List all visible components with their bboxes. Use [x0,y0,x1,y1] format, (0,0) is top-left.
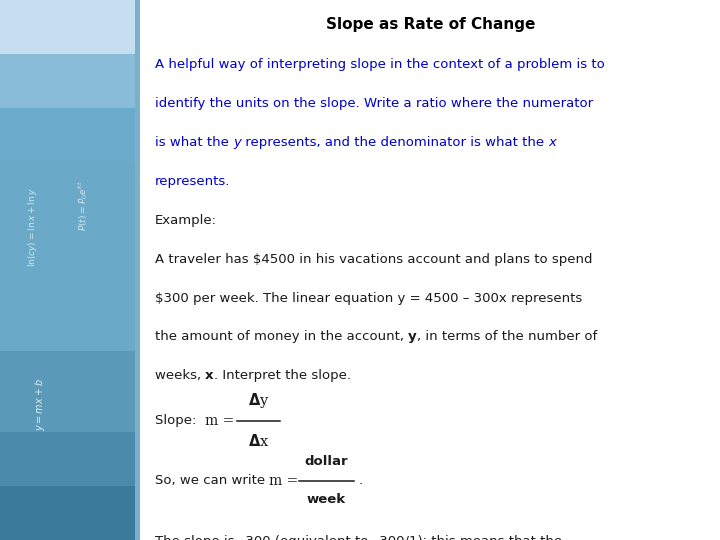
Text: weeks,: weeks, [155,369,205,382]
FancyBboxPatch shape [0,351,140,432]
Text: $\mathbf{\Delta}$y: $\mathbf{\Delta}$y [248,390,269,409]
Text: , in terms of the number of: , in terms of the number of [417,330,597,343]
FancyBboxPatch shape [140,0,720,540]
Text: week: week [307,493,346,506]
Text: dollar: dollar [305,455,348,468]
Text: Example:: Example: [155,214,217,227]
Text: $\mathbf{\Delta}$x: $\mathbf{\Delta}$x [248,433,269,449]
Text: is what the: is what the [155,136,233,149]
Text: Slope:: Slope: [155,414,204,427]
FancyBboxPatch shape [0,162,140,243]
Text: identify the units on the slope. Write a ratio where the numerator: identify the units on the slope. Write a… [155,97,593,110]
Text: $300 per week. The linear equation y = 4500 – 300x represents: $300 per week. The linear equation y = 4… [155,292,582,305]
Text: Slope as Rate of Change: Slope as Rate of Change [325,17,535,32]
Text: The slope is –300 (equivalent to –300/1); this means that the: The slope is –300 (equivalent to –300/1)… [155,535,562,540]
FancyBboxPatch shape [135,0,140,540]
Text: A traveler has $4500 in his vacations account and plans to spend: A traveler has $4500 in his vacations ac… [155,253,593,266]
Text: y: y [233,136,240,149]
Text: $y = mx + b$: $y = mx + b$ [32,379,47,431]
Text: $\ln(cy) = \ln x + \ln y$: $\ln(cy) = \ln x + \ln y$ [26,187,39,267]
Text: $P(t) = P_0 e^{kt}$: $P(t) = P_0 e^{kt}$ [76,180,90,231]
Text: m =: m = [269,474,303,488]
FancyBboxPatch shape [0,243,140,351]
Text: y: y [408,330,417,343]
Text: x: x [548,136,556,149]
FancyBboxPatch shape [0,0,140,54]
FancyBboxPatch shape [0,432,140,486]
FancyBboxPatch shape [0,486,140,540]
Text: represents.: represents. [155,175,230,188]
Text: m =: m = [204,414,238,428]
Text: . Interpret the slope.: . Interpret the slope. [214,369,351,382]
FancyBboxPatch shape [0,108,140,162]
Text: represents, and the denominator is what the: represents, and the denominator is what … [240,136,548,149]
Text: the amount of money in the account,: the amount of money in the account, [155,330,408,343]
Text: So, we can write: So, we can write [155,474,269,487]
Text: A helpful way of interpreting slope in the context of a problem is to: A helpful way of interpreting slope in t… [155,58,605,71]
Text: .: . [359,474,363,487]
FancyBboxPatch shape [0,54,140,108]
Text: x: x [205,369,214,382]
